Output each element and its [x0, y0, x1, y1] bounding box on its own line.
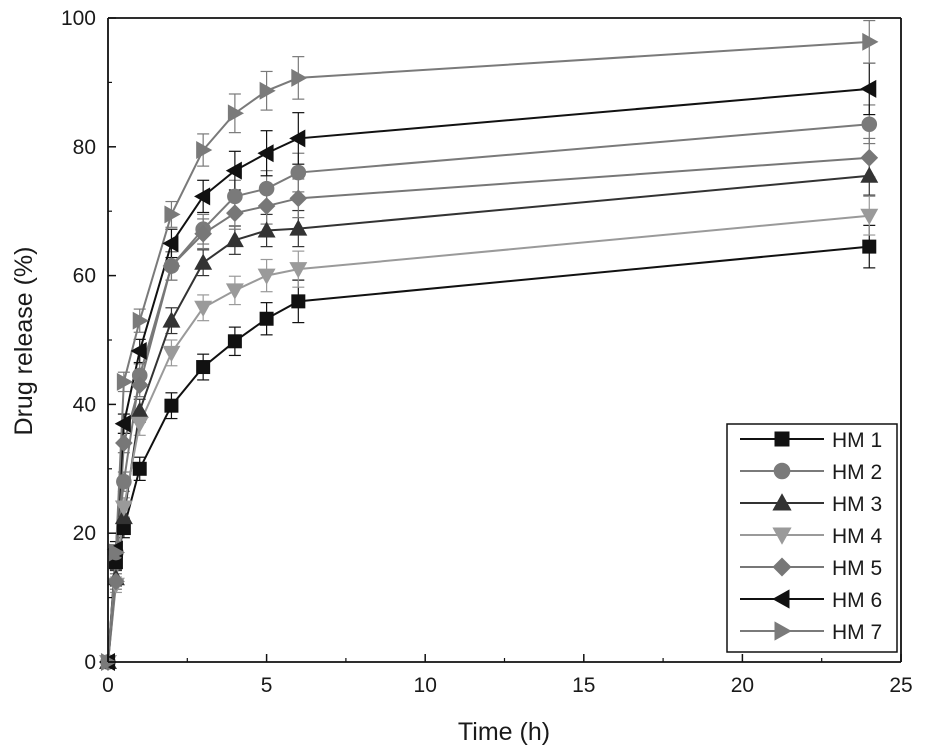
y-tick-label: 40 — [73, 393, 96, 416]
legend-label: HM 4 — [832, 525, 882, 548]
data-point-hm-5 — [162, 257, 181, 275]
data-point-hm-4 — [194, 300, 213, 317]
data-point-hm-7 — [164, 205, 181, 224]
data-point-hm-2 — [290, 164, 307, 181]
data-point-hm-4 — [289, 262, 308, 279]
y-tick-label: 100 — [61, 7, 96, 30]
legend-label: HM 2 — [832, 461, 882, 484]
data-point-hm-7 — [108, 543, 126, 562]
data-point-hm-2 — [116, 473, 132, 490]
legend-label: HM 1 — [832, 429, 882, 452]
data-point-hm-3 — [257, 221, 276, 238]
legend-entry-hm-2: HM 2 — [740, 461, 882, 484]
x-tick-label: 5 — [261, 674, 273, 697]
legend-swatch-marker — [774, 621, 792, 641]
legend-swatch-marker — [772, 493, 792, 511]
data-point-hm-5 — [289, 189, 308, 208]
legend: HM 1 HM 2 HM 3 HM 4 HM 5 HM 6 HM 7 — [726, 423, 898, 653]
series-line-hm-7 — [107, 40, 870, 663]
data-point-hm-5 — [130, 376, 149, 394]
legend-swatch-marker — [772, 589, 790, 609]
data-point-hm-2 — [227, 188, 243, 205]
legend-entry-hm-6: HM 6 — [740, 589, 882, 612]
data-point-hm-5 — [257, 197, 276, 215]
data-point-hm-6 — [162, 234, 179, 253]
data-point-hm-6 — [860, 79, 877, 98]
x-tick-label: 25 — [889, 674, 912, 697]
x-tick-label: 15 — [572, 674, 595, 697]
data-point-hm-1 — [164, 398, 179, 413]
data-point-hm-2 — [861, 116, 878, 133]
legend-label: HM 3 — [832, 493, 882, 516]
data-point-hm-7 — [862, 32, 879, 51]
legend-swatch-marker — [774, 431, 790, 447]
legend-label: HM 7 — [832, 621, 882, 644]
legend-entry-hm-1: HM 1 — [740, 429, 882, 452]
data-point-hm-7 — [259, 81, 276, 100]
legend-entry-hm-3: HM 3 — [740, 493, 882, 516]
data-point-hm-5 — [194, 224, 212, 243]
data-point-hm-5 — [115, 434, 133, 452]
legend-entry-hm-4: HM 4 — [740, 525, 882, 548]
data-point-hm-1 — [259, 311, 274, 326]
data-point-hm-1 — [291, 294, 306, 309]
data-point-hm-3 — [162, 311, 181, 328]
y-tick-label: 20 — [73, 522, 96, 545]
legend-label: HM 5 — [832, 557, 882, 580]
axes-layer: 0 5 10 15 20 25 0 20 40 60 80 100 — [61, 7, 913, 697]
data-point-hm-7 — [132, 311, 149, 330]
x-tick-label: 10 — [414, 674, 437, 697]
x-tick-label: 20 — [731, 674, 754, 697]
x-axis-title: Time (h) — [458, 718, 550, 746]
markers-layer — [98, 32, 879, 672]
data-point-hm-3 — [194, 253, 213, 270]
data-point-hm-7 — [227, 104, 245, 123]
data-point-hm-6 — [257, 144, 274, 163]
series-line-hm-5 — [107, 156, 870, 663]
legend-entry-hm-7: HM 7 — [740, 621, 882, 644]
legend-box — [726, 423, 898, 653]
data-point-hm-6 — [130, 341, 147, 360]
legend-swatch-marker — [773, 462, 791, 480]
data-point-hm-2 — [258, 180, 275, 197]
data-point-hm-4 — [257, 268, 276, 285]
data-point-hm-1 — [227, 334, 242, 349]
data-point-hm-4 — [225, 283, 244, 300]
data-point-hm-3 — [289, 219, 308, 236]
data-point-hm-4 — [162, 345, 181, 363]
data-point-hm-6 — [194, 187, 211, 206]
legend-label: HM 6 — [832, 589, 882, 612]
legend-swatch-marker — [772, 527, 792, 545]
y-tick-label: 60 — [73, 265, 96, 288]
data-point-hm-1 — [132, 461, 147, 476]
data-point-hm-7 — [196, 141, 213, 159]
data-point-hm-3 — [225, 231, 244, 248]
data-point-hm-6 — [114, 414, 131, 433]
data-point-hm-6 — [225, 161, 242, 180]
data-point-hm-5 — [226, 204, 244, 222]
data-point-hm-1 — [862, 239, 877, 254]
data-point-hm-6 — [289, 129, 306, 148]
data-point-hm-1 — [196, 360, 211, 375]
legend-swatch-marker — [772, 557, 792, 577]
x-tick-label: 0 — [102, 674, 114, 697]
data-point-hm-4 — [130, 416, 149, 433]
data-point-hm-4 — [114, 500, 133, 517]
data-point-hm-5 — [860, 148, 879, 167]
y-tick-label: 0 — [84, 651, 96, 674]
y-axis-title: Drug release (%) — [10, 247, 38, 436]
data-point-hm-4 — [860, 208, 879, 225]
legend-entry-hm-5: HM 5 — [740, 557, 882, 580]
data-point-hm-5 — [107, 572, 125, 591]
y-tick-label: 80 — [73, 136, 96, 159]
data-point-hm-7 — [116, 372, 134, 391]
data-point-hm-7 — [291, 68, 308, 87]
data-point-hm-3 — [860, 166, 879, 183]
